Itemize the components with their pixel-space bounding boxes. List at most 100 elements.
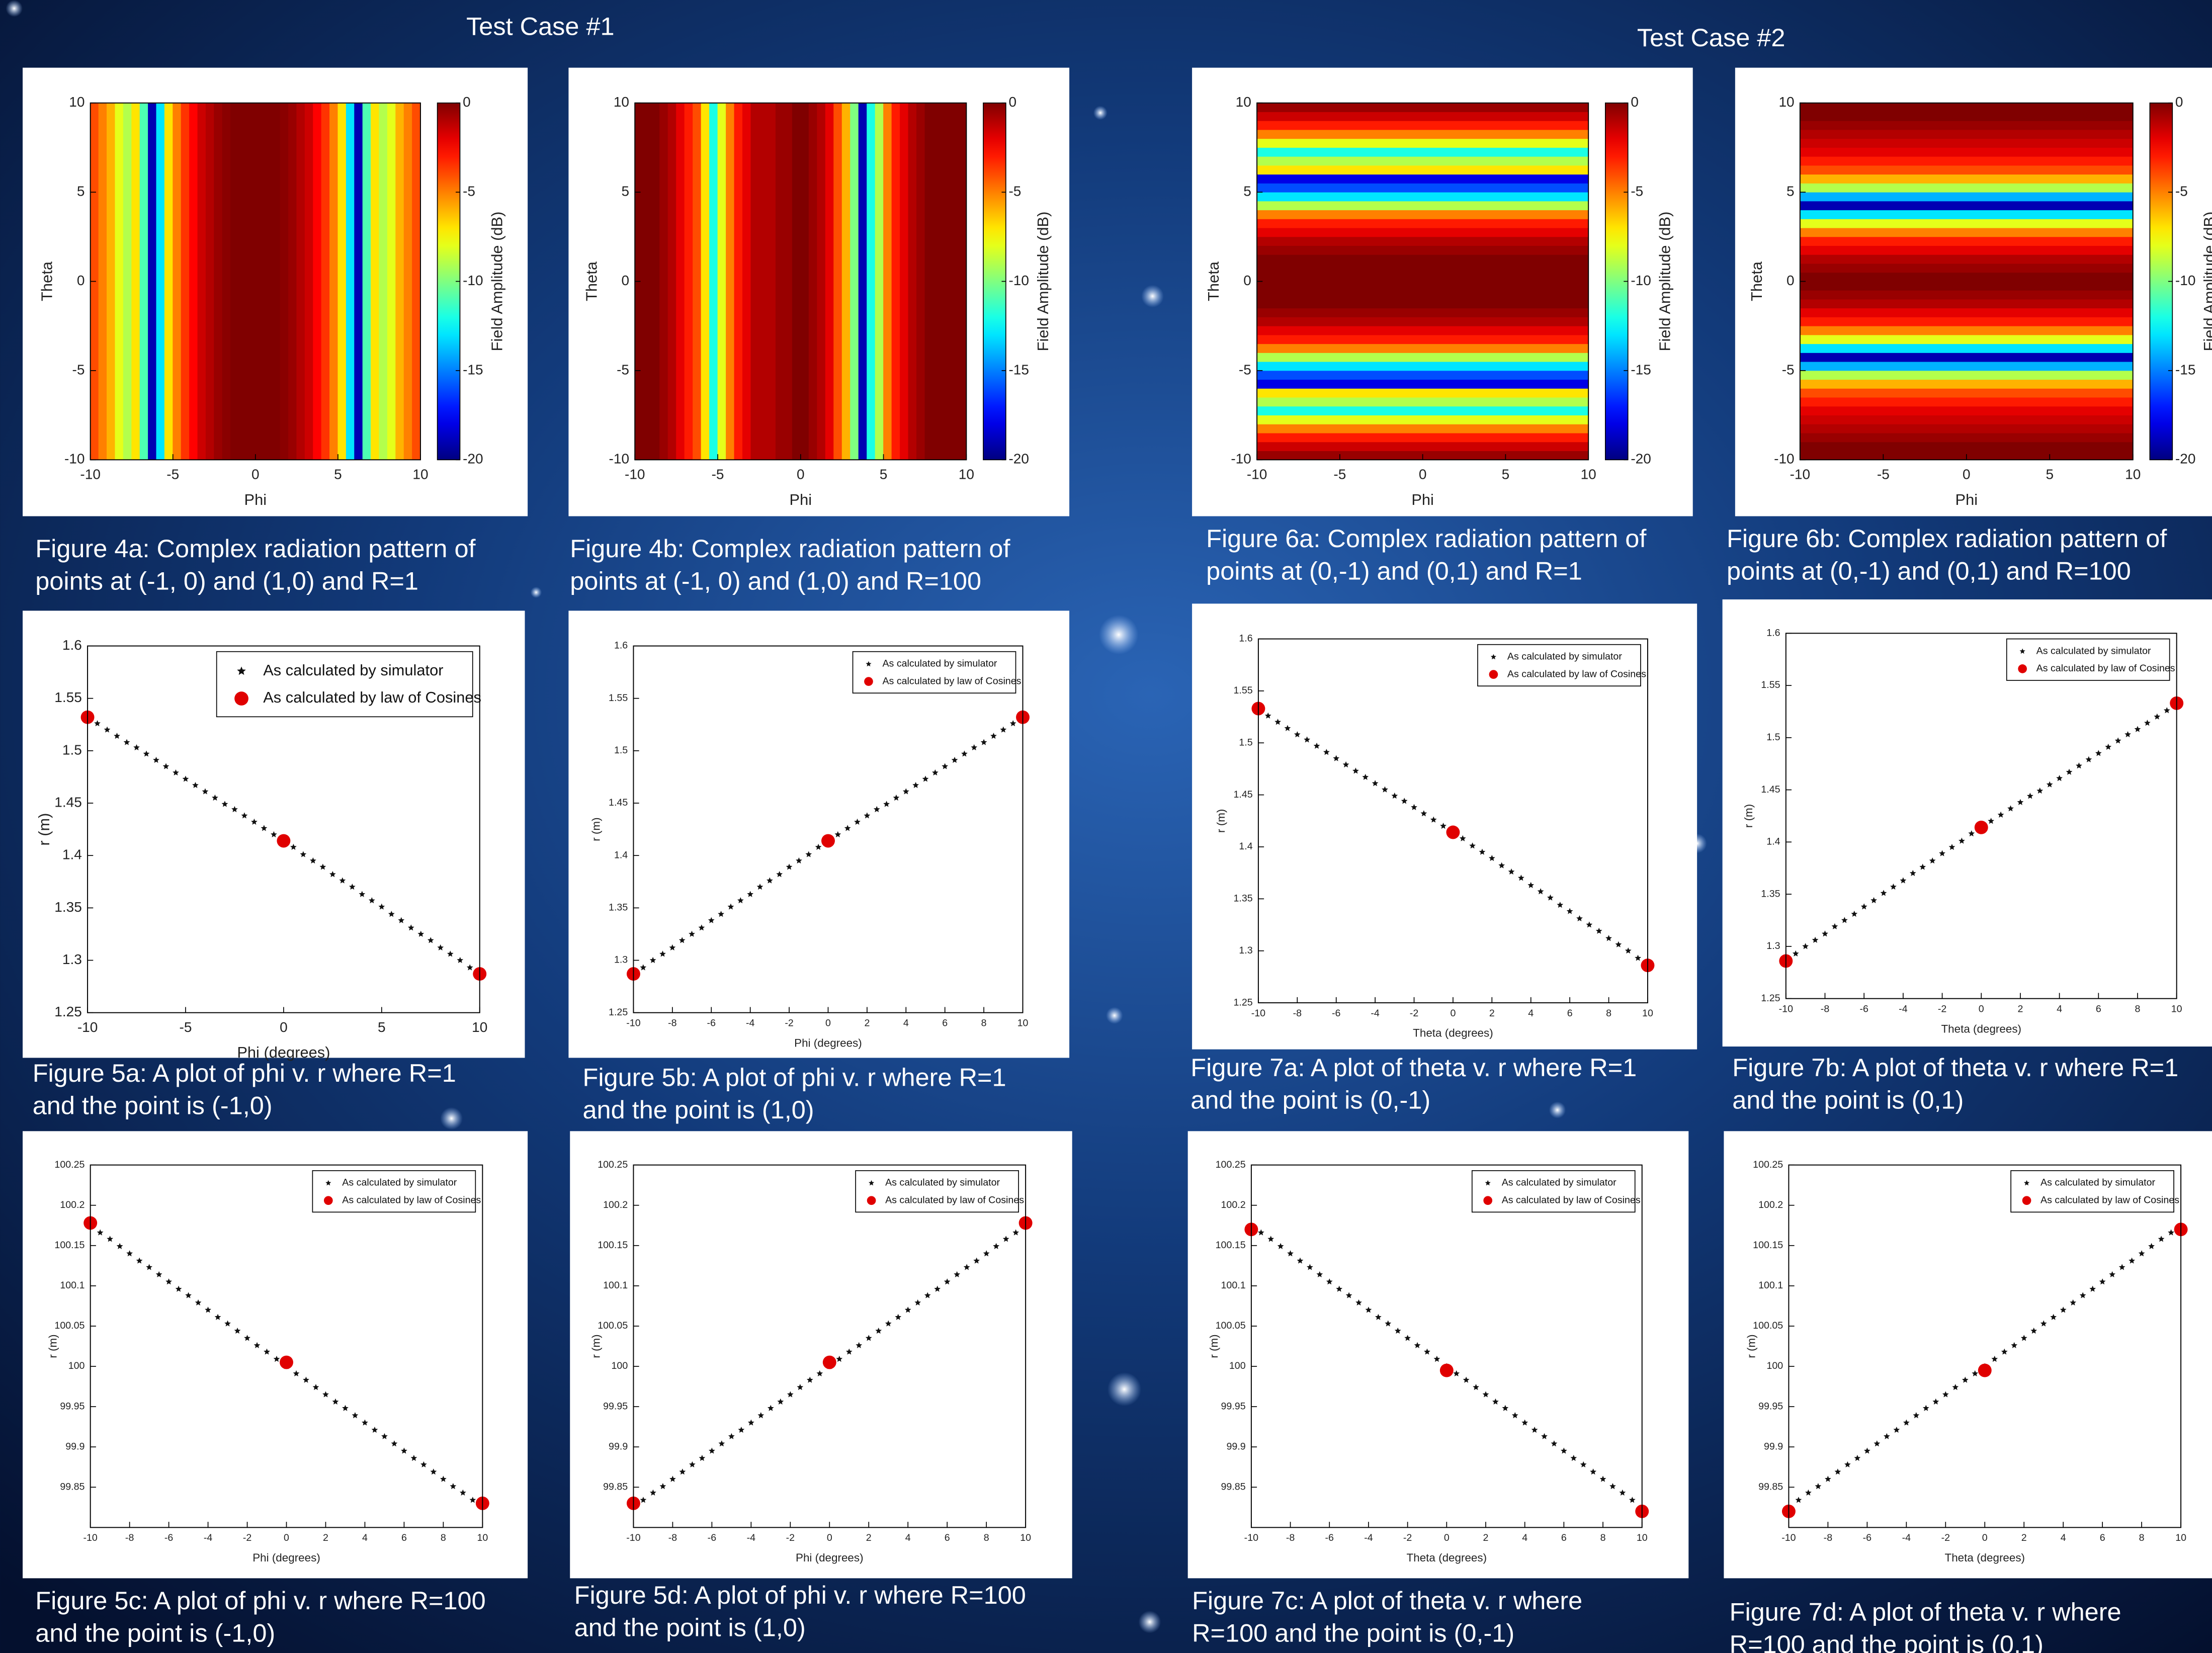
x-tick-label: -5 [166, 467, 179, 482]
heatmap-cell [842, 103, 850, 460]
x-tick-label: 2 [866, 1532, 872, 1543]
x-tick-label: -2 [786, 1532, 795, 1543]
colorbar-label: Field Amplitude (dB) [488, 212, 505, 352]
y-axis-label: Theta [1205, 261, 1222, 301]
heatmap-cell [875, 103, 883, 460]
colorbar-tick-label: 0 [1008, 94, 1016, 110]
x-tick-label: 0 [1450, 1008, 1456, 1019]
x-tick-label: -10 [626, 1532, 640, 1543]
x-tick-label: 0 [251, 467, 260, 482]
heatmap-cell [1257, 237, 1588, 246]
heatmap-cell [685, 103, 693, 460]
colorbar-tick-label: -10 [463, 273, 483, 288]
heatmap-cell [1800, 326, 2133, 335]
colorbar-tick-label: 0 [1631, 94, 1639, 110]
heatmap-cell [809, 103, 817, 460]
legend-label: As calculated by law of Cosines [2040, 1194, 2179, 1205]
heatmap-cell [1800, 282, 2133, 291]
figure-caption: Figure 7a: A plot of theta v. r where R=… [1190, 1053, 1637, 1082]
heatmap-cell [1257, 335, 1588, 344]
heatmap-cell [1800, 362, 2133, 371]
x-tick-label: 0 [280, 1019, 288, 1035]
heatmap-cell [164, 103, 173, 460]
heatmap-cell [1800, 175, 2133, 184]
x-tick-label: -4 [747, 1532, 756, 1543]
x-tick-label: -2 [1938, 1003, 1946, 1014]
heatmap-cell [1800, 228, 2133, 237]
heatmap-cell [701, 103, 709, 460]
heatmap-cell [1800, 344, 2133, 353]
figure-caption: and the point is (-1,0) [35, 1619, 275, 1647]
x-tick-label: -4 [1371, 1008, 1380, 1019]
y-tick-label: 1.4 [1239, 841, 1252, 852]
x-tick-label: 10 [412, 467, 428, 482]
figure-caption: and the point is (1,0) [582, 1095, 814, 1124]
x-tick-label: 5 [880, 467, 888, 482]
y-axis-label: r (m) [47, 1334, 59, 1358]
x-tick-label: 10 [2175, 1532, 2186, 1543]
heatmap-cell [156, 103, 164, 460]
heatmap-cell [925, 103, 933, 460]
y-tick-label: 1.5 [1239, 737, 1252, 748]
x-tick-label: 10 [2171, 1003, 2182, 1014]
colorbar-tick-label: -20 [1631, 451, 1651, 467]
y-tick-label: 99.95 [1221, 1401, 1246, 1412]
heatmap-cell [1800, 424, 2133, 433]
x-tick-label: 2 [1489, 1008, 1495, 1019]
y-tick-label: 1.5 [614, 745, 628, 756]
heatmap-cell [1800, 335, 2133, 344]
heatmap-cell [651, 103, 659, 460]
y-axis-label: r (m) [589, 1334, 602, 1358]
heatmap-cell [801, 103, 809, 460]
y-tick-label: 1.55 [1761, 679, 1780, 690]
x-tick-label: -5 [1333, 467, 1346, 482]
y-tick-label: 100.1 [603, 1280, 628, 1291]
x-tick-label: 8 [1606, 1008, 1611, 1019]
colorbar-tick-label: -20 [2175, 451, 2196, 467]
heatmap-cell [892, 103, 900, 460]
heatmap-cell [387, 103, 395, 460]
x-axis-label: Phi [790, 491, 812, 508]
law-of-cosines-point [1975, 821, 1988, 834]
heatmap-cell [404, 103, 412, 460]
x-tick-label: 0 [284, 1532, 289, 1543]
y-tick-label: 100.2 [1221, 1199, 1246, 1210]
colorbar-tick-label: -15 [2175, 362, 2196, 377]
y-tick-label: 100.25 [1753, 1159, 1783, 1170]
legend-label: As calculated by simulator [885, 1177, 1000, 1188]
heatmap-cell [321, 103, 329, 460]
x-tick-label: 2 [2017, 1003, 2023, 1014]
y-tick-label: 100.15 [1753, 1240, 1783, 1251]
section-header: Test Case #2 [1637, 23, 1785, 52]
x-tick-label: -6 [164, 1532, 174, 1543]
y-tick-label: 100.25 [1216, 1159, 1246, 1170]
heatmap-cell [206, 103, 214, 460]
x-tick-label: -10 [1779, 1003, 1793, 1014]
x-tick-label: -5 [1877, 467, 1890, 482]
law-of-cosines-point [277, 834, 290, 848]
legend-label: As calculated by simulator [2036, 645, 2151, 656]
heatmap-cell [1257, 192, 1588, 201]
heatmap-cell [859, 103, 867, 460]
y-tick-label: 1.55 [54, 689, 82, 705]
y-tick-label: 100.15 [1216, 1240, 1246, 1251]
heatmap-cell [742, 103, 750, 460]
y-tick-label: 99.85 [1221, 1481, 1246, 1492]
heatmap-cell [1257, 121, 1588, 130]
heatmap-cell [1257, 442, 1588, 451]
colorbar-tick-label: 0 [463, 94, 471, 110]
colorbar-tick-label: -20 [1008, 451, 1029, 467]
y-tick-label: 99.9 [1226, 1441, 1245, 1452]
x-tick-label: -5 [712, 467, 724, 482]
x-tick-label: 5 [2046, 467, 2054, 482]
figure-caption: Figure 4b: Complex radiation pattern of [570, 534, 1010, 563]
heatmap-cell [1257, 326, 1588, 335]
x-axis-label: Theta (degrees) [1945, 1551, 2025, 1564]
heatmap-cell [1800, 147, 2133, 156]
x-axis-label: Phi [1955, 491, 1978, 508]
y-tick-label: 99.9 [65, 1441, 84, 1452]
page: {"test_cases": ["Test Case #1", "Test Ca… [0, 0, 2212, 1653]
y-tick-label: 100.25 [598, 1159, 628, 1170]
legend-label: As calculated by law of Cosines [342, 1194, 481, 1205]
y-tick-label: 1.6 [1239, 633, 1252, 644]
